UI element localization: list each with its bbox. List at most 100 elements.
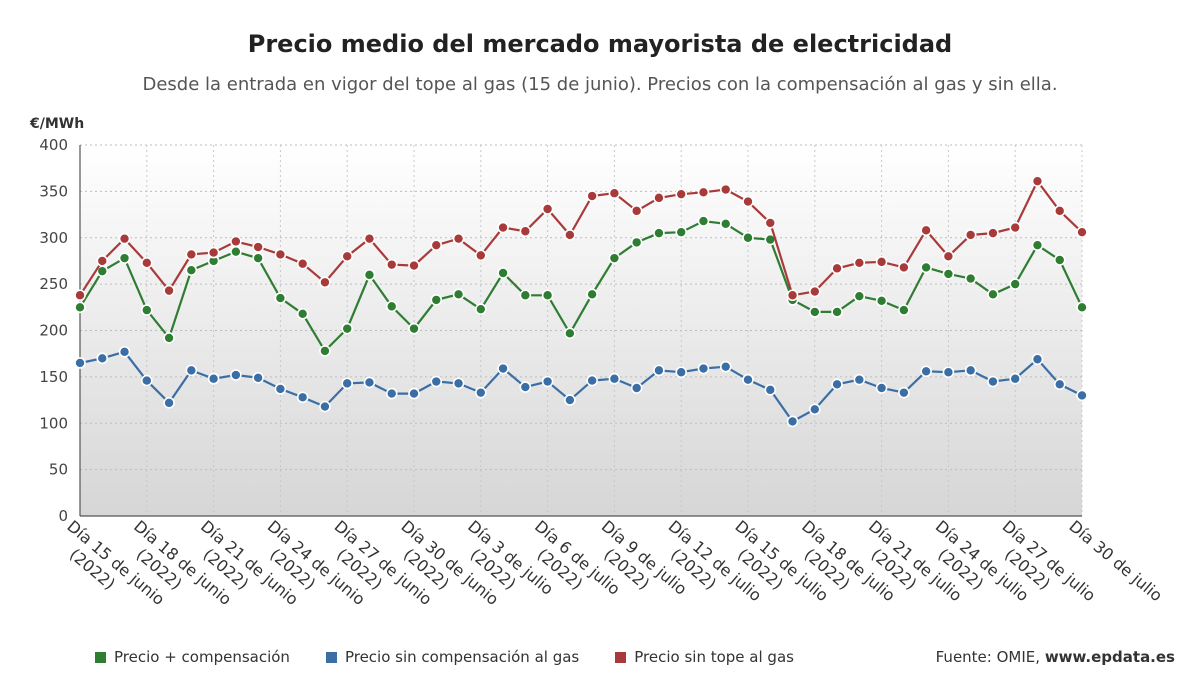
data-point [319,400,331,413]
data-point [964,229,977,241]
y-tick-label: 350 [39,182,68,200]
legend-label: Precio sin tope al gas [634,648,794,666]
data-point [875,256,888,268]
data-point [786,289,799,302]
data-point [808,403,821,416]
data-point [363,232,376,245]
data-point [230,235,242,248]
data-point [452,377,465,390]
data-point [252,241,264,253]
source-note: Fuente: OMIE, www.epdata.es [936,648,1175,666]
data-point [564,327,576,340]
data-point [408,322,420,335]
legend-swatch [95,651,106,663]
y-axis-label: €/MWh [29,116,84,132]
y-tick-label: 150 [39,368,68,386]
data-point [497,267,509,279]
data-point [541,375,554,388]
source-prefix: Fuente: OMIE, [935,648,1041,666]
data-point [385,300,398,313]
data-point [719,218,732,230]
data-point [697,362,710,375]
data-point [274,248,287,261]
y-tick-label: 50 [49,461,68,479]
data-point [230,245,242,258]
data-point [497,362,509,375]
data-point [853,256,866,269]
data-point [586,374,598,387]
data-point [853,290,866,302]
data-point [408,387,420,400]
data-point [920,365,932,378]
data-point [96,352,109,365]
y-tick-label: 100 [39,414,68,432]
data-point [385,387,398,400]
data-point [653,364,665,377]
data-point [875,382,888,394]
source-site[interactable]: www.epdata.es [1044,648,1175,666]
data-point [987,288,999,301]
data-point [1076,226,1088,238]
data-point [964,364,977,377]
data-point [742,373,754,386]
y-tick-label: 200 [39,322,68,340]
data-point [675,226,688,238]
data-point [452,288,465,301]
data-point [185,248,198,261]
data-point [831,262,843,275]
data-point [341,377,354,390]
data-point [519,225,532,238]
data-point [185,364,198,377]
data-point [920,261,932,274]
data-point [1053,205,1066,217]
data-point [675,188,688,200]
data-point [608,187,621,200]
data-point [230,369,242,381]
data-point [875,295,888,307]
data-point [118,346,131,358]
data-point [719,183,732,196]
data-point [1031,239,1044,251]
data-point [942,268,955,280]
data-point [608,372,621,385]
data-point [808,285,821,298]
data-point [363,269,376,281]
data-point [96,255,109,267]
data-point [564,394,576,406]
data-point [786,415,799,428]
data-point [1031,175,1044,187]
data-point [853,373,866,386]
data-point [898,386,910,399]
data-point [118,252,131,264]
data-point [586,190,598,202]
data-point [1053,378,1066,391]
data-point [675,366,688,379]
data-point [497,221,509,234]
data-point [74,301,86,314]
data-point [430,294,443,306]
data-point [987,227,999,239]
data-point [185,264,198,277]
data-point [608,252,621,264]
data-point [408,259,420,272]
data-point [163,332,175,344]
legend-label: Precio + compensación [114,648,290,666]
data-point [742,231,754,244]
data-point [764,217,777,229]
data-point [385,258,398,271]
data-point [653,192,665,204]
data-point [141,374,153,387]
data-point [452,232,465,245]
data-point [1076,389,1088,402]
data-point [653,227,665,239]
data-point [207,246,220,259]
data-point [719,360,732,373]
data-point [296,257,309,270]
data-point [252,372,264,384]
data-point [808,306,821,318]
data-point [519,289,532,302]
data-point [363,376,376,389]
y-tick-label: 400 [39,136,68,154]
data-point [319,276,331,289]
